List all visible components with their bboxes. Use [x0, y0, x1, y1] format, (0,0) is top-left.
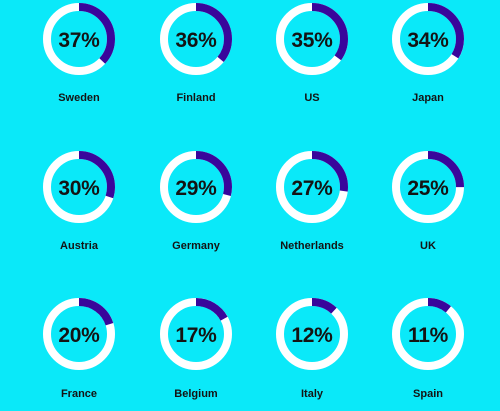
donut-us: 35% US: [276, 3, 348, 104]
donut-arc-italy: [276, 298, 348, 370]
donut-arc-netherlands: [276, 151, 348, 223]
donut-finland: 36% Finland: [160, 3, 232, 104]
category-label-germany: Germany: [172, 240, 221, 252]
value-label-france: 20%: [58, 324, 100, 347]
donut-belgium: 17% Belgium: [160, 298, 232, 400]
value-label-netherlands: 27%: [291, 177, 333, 200]
donut-arc-uk: [392, 151, 464, 223]
value-label-italy: 12%: [291, 324, 333, 347]
donut-germany: 29% Germany: [160, 151, 232, 252]
category-label-finland: Finland: [176, 92, 215, 104]
value-label-spain: 11%: [408, 324, 449, 347]
value-label-germany: 29%: [175, 177, 217, 200]
donut-arc-us: [276, 3, 348, 75]
donut-arc-japan: [392, 3, 464, 75]
value-label-japan: 34%: [407, 29, 449, 52]
value-label-finland: 36%: [175, 29, 217, 52]
donut-arc-austria: [43, 151, 115, 223]
donut-sweden: 37% Sweden: [43, 3, 115, 104]
donut-japan: 34% Japan: [392, 3, 464, 104]
category-label-austria: Austria: [60, 240, 99, 252]
donut-group: 37% Sweden 36% Finland 35% US 34% Japan 30% Austr…: [43, 3, 464, 400]
category-label-sweden: Sweden: [58, 92, 100, 104]
donut-uk: 25% UK: [392, 151, 464, 252]
value-label-sweden: 37%: [58, 29, 100, 52]
donut-arc-france: [43, 298, 115, 370]
donut-arc-spain: [392, 298, 464, 370]
donut-spain: 11% Spain: [392, 298, 464, 400]
donut-france: 20% France: [43, 298, 115, 400]
donut-arc-sweden: [43, 3, 115, 75]
category-label-netherlands: Netherlands: [280, 240, 344, 252]
value-label-uk: 25%: [407, 177, 449, 200]
value-label-belgium: 17%: [175, 324, 217, 347]
donut-arc-finland: [160, 3, 232, 75]
donut-arc-germany: [160, 151, 232, 223]
category-label-uk: UK: [420, 240, 436, 252]
donut-arc-belgium: [160, 298, 232, 370]
category-label-spain: Spain: [413, 388, 443, 400]
donut-netherlands: 27% Netherlands: [276, 151, 348, 252]
category-label-japan: Japan: [412, 92, 444, 104]
category-label-italy: Italy: [301, 388, 324, 400]
value-label-austria: 30%: [58, 177, 100, 200]
category-label-us: US: [304, 92, 319, 104]
category-label-france: France: [61, 388, 97, 400]
category-label-belgium: Belgium: [174, 388, 218, 400]
donut-italy: 12% Italy: [276, 298, 348, 400]
value-label-us: 35%: [291, 29, 333, 52]
donut-austria: 30% Austria: [43, 151, 115, 252]
